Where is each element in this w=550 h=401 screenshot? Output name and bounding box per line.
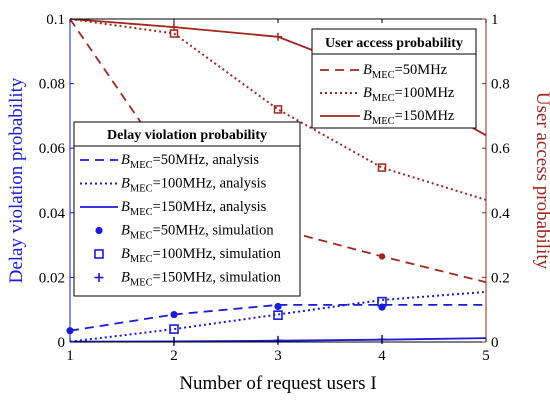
delay-sim-point-50MHz	[274, 302, 282, 311]
right-tick-label: 0.2	[491, 270, 510, 286]
left-tick-label: 0.06	[39, 141, 66, 157]
legend-user-access-entry: BMEC=100MHz	[363, 85, 455, 104]
legend-delay-entry: BMEC=100MHz, analysis	[121, 176, 267, 195]
legend-user-access: User access probability BMEC=50MHz BMEC=10…	[311, 28, 477, 129]
legend-user-access-title: User access probability	[325, 36, 463, 51]
delay-sim-point-100MHz	[273, 310, 283, 320]
left-tick-label: 0.08	[39, 77, 65, 93]
legend-user-access-entry: BMEC=150MHz	[363, 108, 455, 127]
delay-sim-point-100MHz	[377, 296, 387, 307]
delay-sim-point-100MHz	[169, 324, 179, 334]
access-point-100MHz	[377, 163, 387, 172]
right-tick-label: 0	[491, 335, 499, 351]
access-line-100MHz	[69, 18, 487, 201]
delay-analysis-line-50MHz	[69, 304, 486, 332]
delay-sim-point-50MHz	[378, 303, 386, 311]
x-tick-label: 5	[482, 348, 490, 364]
left-tick-label: 0.02	[39, 270, 65, 286]
legend-user-access-entry: BMEC=50MHz	[363, 62, 448, 81]
legend-delay-entry: BMEC=50MHz, simulation	[121, 223, 274, 242]
right-tick-label: 1	[491, 12, 499, 28]
legend-delay-entry: BMEC=100MHz, simulation	[121, 246, 282, 265]
access-point-100MHz	[273, 105, 283, 114]
delay-sim-point-50MHz	[170, 310, 178, 319]
x-tick-label: 1	[66, 348, 74, 364]
left-tick-label: 0.1	[46, 12, 65, 28]
legend-delay-entry: BMEC=50MHz, analysis	[121, 152, 259, 171]
legend-delay-swatch	[94, 249, 104, 259]
x-tick-label: 2	[170, 348, 178, 364]
left-axis-label: Delay violation probability	[6, 77, 27, 283]
left-tick-label: 0.04	[39, 206, 66, 222]
legend-delay-swatch	[95, 226, 103, 235]
delay-analysis-line-100MHz	[69, 290, 487, 343]
right-tick-label: 0.8	[491, 77, 510, 93]
legend-delay-violation: Delay violation probability BMEC=50MHz, a…	[73, 121, 301, 297]
left-tick-label: 0	[58, 335, 66, 351]
right-tick-label: 0.6	[491, 141, 510, 157]
legend-delay-entry: BMEC=150MHz, analysis	[121, 199, 267, 218]
axes: 1 2 3 4 500.020.040.060.080.100.20.40.60.81N…	[6, 12, 550, 394]
x-tick-label: 4	[378, 348, 386, 364]
access-point-50MHz	[378, 253, 386, 260]
legend-delay-entry: BMEC=150MHz, simulation	[121, 270, 282, 289]
legend-user-access-box	[311, 28, 477, 129]
legend-delay-box	[73, 121, 301, 297]
right-tick-label: 0.4	[491, 206, 510, 222]
x-axis-label: Number of request users I	[179, 373, 376, 394]
x-tick-label: 3	[274, 348, 282, 364]
legend-delay-title: Delay violation probability	[107, 128, 267, 143]
right-axis-label: User access probability	[532, 92, 550, 270]
